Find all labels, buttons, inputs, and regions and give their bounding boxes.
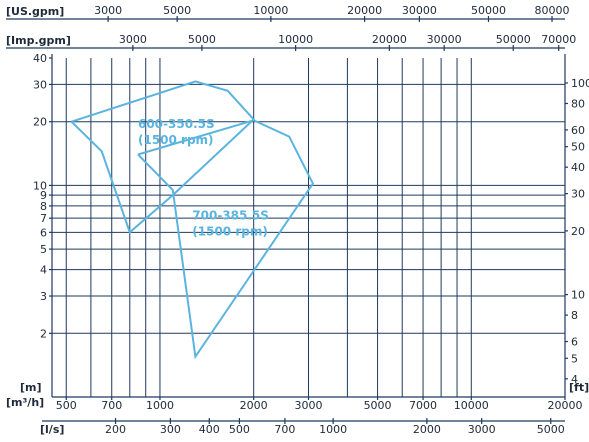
series-curve-2 xyxy=(137,119,315,360)
y-tick-label-ft: 8 xyxy=(571,309,578,322)
x-tick-label-imp-gpm: 70000 xyxy=(541,33,576,46)
x-tick-label-us-gpm: 80000 xyxy=(535,4,570,17)
y-tick-label-ft: 100 xyxy=(571,77,589,90)
x-tick-label-imp-gpm: 20000 xyxy=(372,33,407,46)
series-curves: 600-350.5S (1500 rpm) 700-385.5S (1500 rpm) xyxy=(70,80,315,360)
y-tick-label-m: 4 xyxy=(40,264,47,277)
series-rpm-label-2: (1500 rpm) xyxy=(192,224,268,238)
x-tick-label-us-gpm: 5000 xyxy=(163,4,191,17)
x-tick-label-us-gpm: 10000 xyxy=(253,4,288,17)
y-tick-label-ft: 40 xyxy=(571,161,585,174)
y-tick-label-m: 8 xyxy=(40,200,47,213)
x-tick-label-ls: 3000 xyxy=(468,423,496,436)
x-tick-label-imp-gpm: 10000 xyxy=(278,33,313,46)
x-tick-label-imp-gpm: 30000 xyxy=(427,33,462,46)
x-tick-label-ls: 500 xyxy=(229,423,250,436)
x-tick-label-us-gpm: 3000 xyxy=(94,4,122,17)
x-tick-label-m3h: 5000 xyxy=(364,399,392,412)
x-tick-label-ls: 700 xyxy=(274,423,295,436)
x-tick-label-m3h: 2000 xyxy=(240,399,268,412)
ft-unit-label: [ft] xyxy=(569,381,589,394)
y-tick-label-ft: 5 xyxy=(571,352,578,365)
imp-gpm-unit-label: [Imp.gpm] xyxy=(6,34,71,47)
y-tick-label-m: 7 xyxy=(40,212,47,225)
y-tick-label-m: 20 xyxy=(33,116,47,129)
us-gpm-unit-label: [US.gpm] xyxy=(6,5,64,18)
y-tick-label-m: 30 xyxy=(33,78,47,91)
y-tick-label-ft: 80 xyxy=(571,97,585,110)
y-tick-label-m: 9 xyxy=(40,189,47,202)
m3h-unit-label: [m³/h] xyxy=(6,396,44,409)
x-tick-label-m3h: 3000 xyxy=(295,399,323,412)
y-tick-label-m: 10 xyxy=(33,179,47,192)
x-tick-label-ls: 200 xyxy=(105,423,126,436)
axes xyxy=(6,16,568,424)
x-tick-label-m3h: 1000 xyxy=(146,399,174,412)
y-tick-label-ft: 4 xyxy=(571,373,578,386)
x-tick-label-us-gpm: 20000 xyxy=(347,4,382,17)
x-tick-label-m3h: 20000 xyxy=(548,399,583,412)
x-tick-label-m3h: 7000 xyxy=(409,399,437,412)
y-tick-label-ft: 30 xyxy=(571,188,585,201)
series-rpm-label-1: (1500 rpm) xyxy=(138,133,214,147)
y-tick-label-m: 6 xyxy=(40,226,47,239)
y-tick-label-m: 40 xyxy=(33,52,47,65)
y-tick-label-m: 2 xyxy=(40,327,47,340)
y-tick-label-m: 5 xyxy=(40,243,47,256)
x-tick-label-ls: 300 xyxy=(160,423,181,436)
x-tick-label-ls: 1000 xyxy=(319,423,347,436)
x-tick-label-m3h: 700 xyxy=(101,399,122,412)
y-tick-label-ft: 20 xyxy=(571,225,585,238)
x-tick-label-us-gpm: 50000 xyxy=(471,4,506,17)
x-tick-label-ls: 5000 xyxy=(537,423,565,436)
x-tick-label-m3h: 500 xyxy=(56,399,77,412)
y-tick-label-m: 3 xyxy=(40,290,47,303)
grid-lines xyxy=(52,58,566,397)
m-unit-label: [m] xyxy=(20,381,42,394)
series-curve-1 xyxy=(70,80,256,235)
y-tick-label-ft: 60 xyxy=(571,124,585,137)
x-tick-label-ls: 2000 xyxy=(413,423,441,436)
y-tick-label-ft: 6 xyxy=(571,336,578,349)
tick-labels: 500 700 1000 2000 3000 5000 7000 10000 20000 200 3… xyxy=(33,4,589,436)
y-tick-label-ft: 50 xyxy=(571,141,585,154)
x-tick-label-us-gpm: 30000 xyxy=(402,4,437,17)
y-tick-label-ft: 10 xyxy=(571,289,585,302)
x-tick-label-ls: 400 xyxy=(199,423,220,436)
series-name-label-2: 700-385.5S xyxy=(192,208,269,222)
series-name-label-1: 600-350.5S xyxy=(138,117,215,131)
x-tick-label-imp-gpm: 3000 xyxy=(119,33,147,46)
x-tick-label-imp-gpm: 5000 xyxy=(188,33,216,46)
ls-unit-label: [l/s] xyxy=(40,423,64,436)
x-tick-label-imp-gpm: 50000 xyxy=(496,33,531,46)
x-tick-label-m3h: 10000 xyxy=(454,399,489,412)
